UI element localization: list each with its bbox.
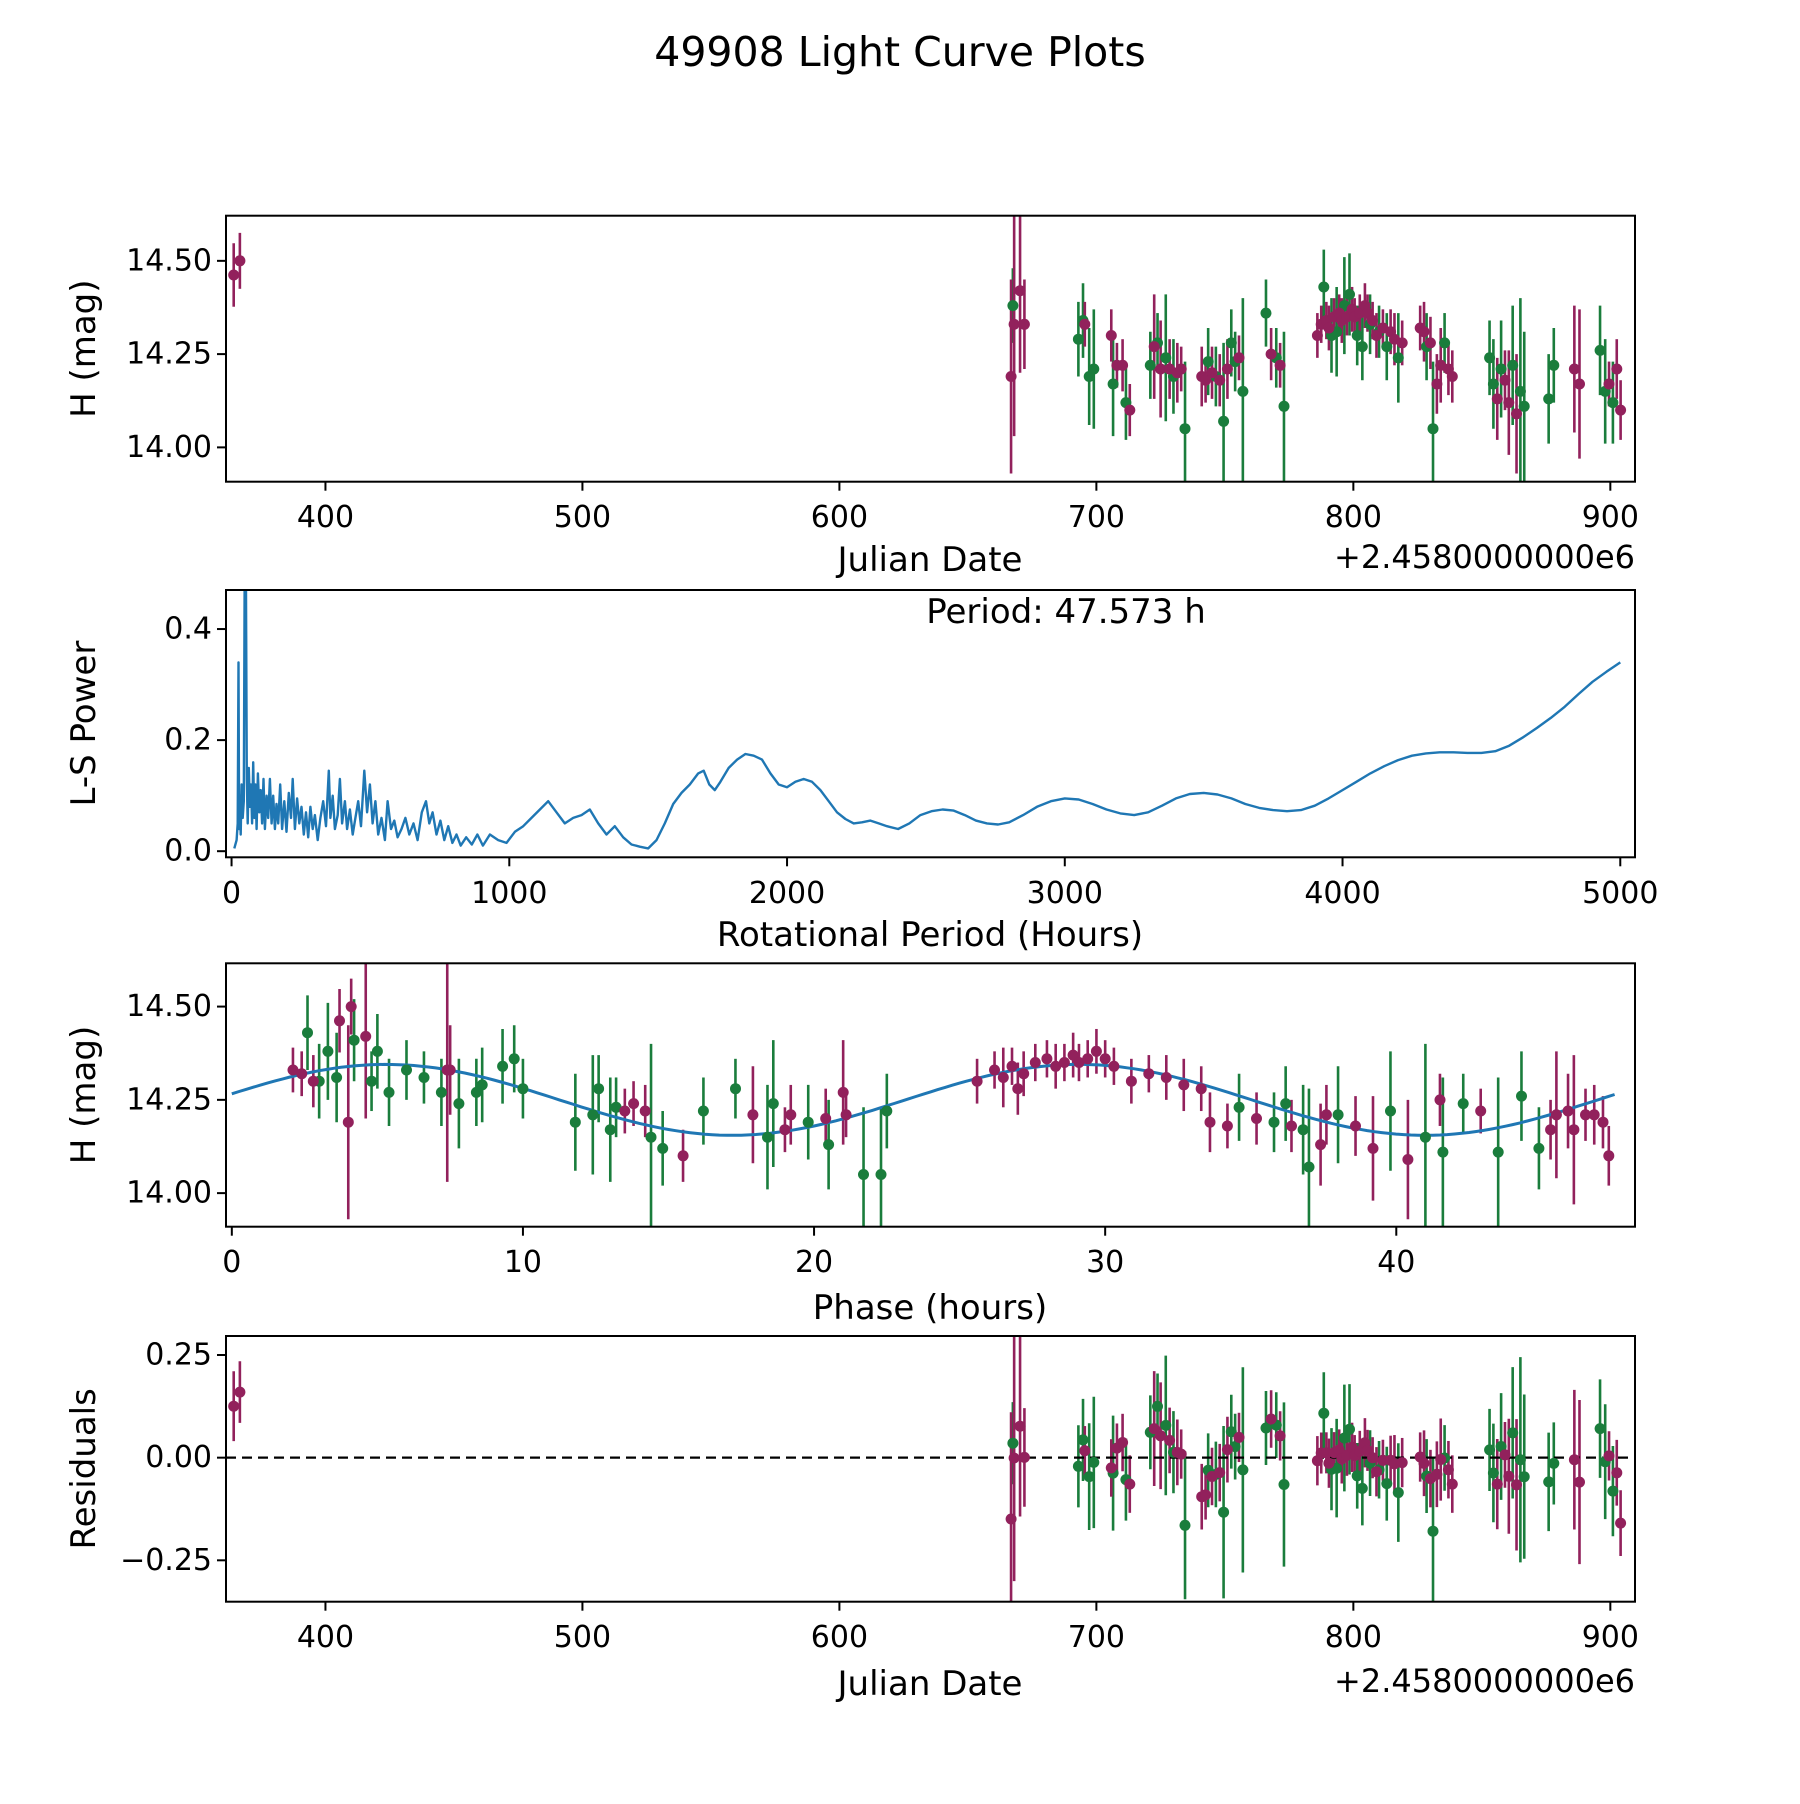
y-tick-label: 14.25: [126, 337, 212, 372]
ax2-xlabel: Rotational Period (Hours): [717, 915, 1143, 955]
subplot-periodogram: 0 1000 2000 3000 4000 5000 0.0 0.2 0.4: [164, 589, 1658, 911]
periodogram-frame: [225, 589, 1636, 859]
phased_lightcurve-points-purple: [287, 1001, 1615, 1165]
y-tick-label: 14.00: [126, 430, 212, 465]
jd_lightcurve-data-area: [228, 215, 1627, 482]
y-tick-label: 0.25: [145, 1338, 212, 1373]
phased_lightcurve-data-area: [231, 963, 1616, 1227]
phased_lightcurve-errorbars-green: [306, 995, 1541, 1227]
x-tick-label: 40: [1377, 1245, 1415, 1280]
ax1-ylabel: H (mag): [64, 279, 104, 417]
y-tick-label: 14.25: [126, 1082, 212, 1117]
residuals-data-area: [226, 1336, 1635, 1602]
x-tick-label: 20: [795, 1245, 833, 1280]
phased_lightcurve-frame: [225, 962, 1636, 1228]
x-tick-label: 600: [811, 1620, 868, 1655]
periodogram-y-ticks: 0.0 0.2 0.4: [164, 612, 226, 869]
x-tick-label: 0: [222, 1245, 241, 1280]
y-tick-label: 14.00: [126, 1176, 212, 1211]
phased_lightcurve-y-ticks: 14.00 14.25 14.50: [126, 989, 226, 1211]
x-tick-label: 3000: [1027, 876, 1103, 911]
jd_lightcurve-errorbars-purple: [232, 215, 1622, 474]
jd_lightcurve-y-ticks: 14.00 14.25 14.50: [126, 243, 226, 465]
x-tick-label: 700: [1068, 1620, 1125, 1655]
phased_lightcurve-points-green: [302, 1027, 1545, 1180]
periodogram-data-area: [233, 590, 1621, 850]
y-tick-label: 0.0: [164, 834, 212, 869]
periodogram-line: [233, 590, 1621, 850]
jd_lightcurve-errorbars-green: [1011, 249, 1615, 482]
residuals-y-ticks: −0.25 0.00 0.25: [120, 1338, 226, 1578]
figure-title: 49908 Light Curve Plots: [654, 28, 1145, 76]
x-tick-label: 1000: [471, 876, 547, 911]
subplot-phased_lightcurve: 0 10 20 30 40 14.00 14.25 14.50: [126, 962, 1636, 1280]
subplot-jd_lightcurve: 400 500 600 700 800 900 14.00 14.25 14.50: [126, 214, 1639, 535]
x-tick-label: 400: [297, 1620, 354, 1655]
ax3-xlabel: Phase (hours): [813, 1288, 1047, 1328]
subplot-residuals: 400 500 600 700 800 900 −0.25 0.00 0.25: [120, 1335, 1639, 1655]
residuals-frame: [225, 1335, 1636, 1603]
phased_lightcurve-x-ticks: 0 10 20 30 40: [222, 1226, 1415, 1280]
phase-fit-line: [231, 1062, 1616, 1137]
jd_lightcurve-points-purple: [228, 255, 1627, 420]
ax1-x-offset-text: +2.4580000000e6: [1334, 538, 1635, 576]
ax4-ylabel: Residuals: [64, 1388, 104, 1549]
x-tick-label: 800: [1325, 1620, 1382, 1655]
x-tick-label: 700: [1068, 500, 1125, 535]
jd_lightcurve-frame: [225, 214, 1636, 483]
x-tick-label: 10: [504, 1245, 542, 1280]
x-tick-label: 900: [1582, 1620, 1639, 1655]
jd_lightcurve-points-green: [1007, 281, 1619, 435]
y-tick-label: −0.25: [120, 1543, 212, 1578]
residuals-x-ticks: 400 500 600 700 800 900: [297, 1601, 1639, 1655]
x-tick-label: 500: [554, 1620, 611, 1655]
x-tick-label: 2000: [749, 876, 825, 911]
ax2-ylabel: L-S Power: [64, 641, 104, 807]
x-tick-label: 500: [554, 500, 611, 535]
x-tick-label: 600: [811, 500, 868, 535]
periodogram-x-ticks: 0 1000 2000 3000 4000 5000: [222, 857, 1658, 911]
x-tick-label: 400: [297, 500, 354, 535]
x-tick-label: 30: [1086, 1245, 1124, 1280]
x-tick-label: 4000: [1304, 876, 1380, 911]
ax4-x-offset-text: +2.4580000000e6: [1334, 1662, 1635, 1700]
ax3-ylabel: H (mag): [64, 1026, 104, 1164]
y-tick-label: 0.2: [164, 723, 212, 758]
x-tick-label: 0: [222, 876, 241, 911]
jd_lightcurve-x-ticks: 400 500 600 700 800 900: [297, 481, 1639, 535]
residuals-points-purple: [228, 1386, 1627, 1529]
ax4-xlabel: Julian Date: [836, 1664, 1023, 1704]
y-tick-label: 0.00: [145, 1440, 212, 1475]
y-tick-label: 14.50: [126, 243, 212, 278]
y-tick-label: 0.4: [164, 612, 212, 647]
y-tick-label: 14.50: [126, 989, 212, 1024]
residuals-errorbars-purple: [232, 1336, 1622, 1602]
period-annotation: Period: 47.573 h: [926, 592, 1206, 632]
x-tick-label: 5000: [1582, 876, 1658, 911]
residuals-points-green: [1007, 1400, 1619, 1537]
ax1-xlabel: Julian Date: [836, 540, 1023, 580]
x-tick-label: 800: [1325, 500, 1382, 535]
x-tick-label: 900: [1582, 500, 1639, 535]
